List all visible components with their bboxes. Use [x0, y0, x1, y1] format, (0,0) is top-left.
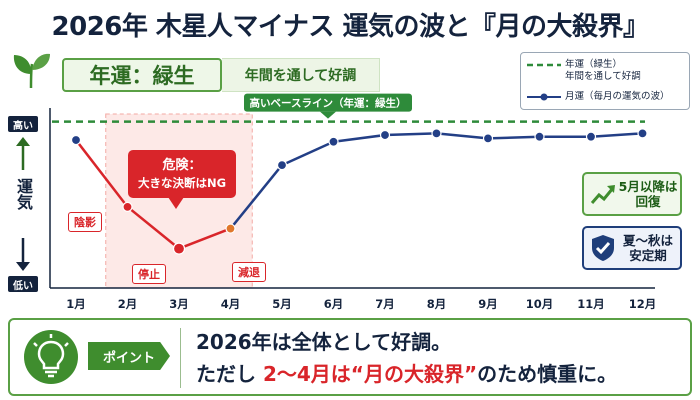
trend-up-icon — [590, 185, 615, 204]
point-label-mar: 停止 — [132, 264, 166, 284]
annual-fortune-badge: 年運：緑生 — [62, 58, 222, 92]
series-segment — [229, 164, 283, 230]
series-segment — [436, 132, 489, 140]
danger-callout: 危険： 大きな決断はNG — [128, 150, 236, 198]
leaf-icon — [13, 53, 50, 89]
legend-item-monthly: 月運（毎月の運気の波） — [527, 91, 670, 103]
data-point — [328, 136, 339, 147]
x-tick-label: 6月 — [324, 297, 344, 311]
danger-callout-pointer — [168, 197, 184, 209]
recovery-card: 5月以降は 回復 — [582, 172, 682, 216]
point-tag: ポイント — [88, 342, 170, 370]
x-tick-label: 3月 — [169, 297, 189, 311]
data-point — [70, 134, 82, 146]
data-point — [122, 201, 133, 212]
legend-label-monthly: 月運（毎月の運気の波） — [565, 91, 670, 102]
lightbulb-icon — [24, 330, 78, 384]
recovery-card-text: 5月以降は 回復 — [618, 179, 678, 209]
summary-line-2: ただし 2〜4月は“月の大殺界”のため慎重に。 — [196, 358, 617, 387]
point-summary-box: ポイント 2026年は全体として好調。 ただし 2〜4月は“月の大殺界”のため慎… — [8, 318, 692, 396]
data-point — [585, 131, 597, 142]
x-tick-label: 7月 — [375, 297, 395, 311]
x-tick-label: 8月 — [427, 297, 447, 311]
point-label-apr: 減退 — [232, 262, 266, 282]
divider — [180, 328, 181, 388]
point-label-feb: 陰影 — [68, 212, 102, 232]
x-tick-label: 11月 — [577, 297, 605, 311]
chart-legend: 年運（緑生） 年間を通して好調 月運（毎月の運気の波） — [520, 52, 690, 110]
data-point — [172, 242, 186, 255]
data-point — [637, 128, 648, 139]
series-segment — [126, 205, 180, 250]
baseline-label: 高いベースライン（年運：緑生） — [250, 97, 407, 110]
summary-prefix: ただし — [196, 362, 256, 386]
danger-callout-text: 大きな決断はNG — [137, 176, 227, 190]
x-tick-label: 2月 — [118, 297, 138, 311]
stable-period-card: 夏〜秋は 安定期 — [582, 226, 682, 270]
legend-item-annual: 年運（緑生） 年間を通して好調 — [527, 59, 641, 83]
dashed-line-swatch — [527, 63, 561, 67]
shield-check-icon — [592, 235, 614, 261]
data-point — [276, 160, 288, 171]
page-title: 2026年 木星人マイナス 運気の波と『月の大殺界』 — [51, 12, 649, 42]
data-point — [534, 131, 545, 142]
series-segment — [384, 132, 437, 137]
yaxis-low-label: 低い — [8, 276, 38, 292]
data-point — [225, 223, 236, 234]
x-tick-label: 4月 — [221, 297, 241, 311]
up-arrow-icon — [16, 137, 30, 170]
x-tick-label: 1月 — [66, 297, 86, 311]
x-tick-label: 9月 — [478, 297, 498, 311]
x-tick-label: 12月 — [629, 297, 657, 311]
legend-label-annual: 年運（緑生） 年間を通して好調 — [565, 59, 641, 82]
series-segment — [487, 135, 540, 140]
series-segment — [333, 133, 386, 143]
marker-line-swatch — [527, 93, 561, 101]
summary-suffix: のため慎重に。 — [477, 362, 618, 386]
series-segment — [590, 132, 643, 138]
baseline-label-bg — [244, 93, 412, 112]
danger-callout-title: 危険： — [162, 158, 202, 173]
data-point — [482, 133, 494, 144]
stable-period-card-text: 夏〜秋は 安定期 — [622, 233, 673, 263]
summary-highlight: 2〜4月は“月の大殺界” — [262, 362, 478, 386]
baseline-label-pointer — [320, 111, 336, 119]
series-segment — [281, 140, 335, 167]
x-tick-label: 10月 — [526, 297, 554, 311]
data-point — [431, 128, 442, 139]
summary-line-1: 2026年は全体として好調。 — [196, 330, 452, 354]
x-tick-label: 5月 — [272, 297, 292, 311]
data-point — [379, 129, 391, 141]
down-arrow-icon — [16, 238, 30, 271]
annual-fortune-description: 年間を通して好調 — [222, 58, 380, 92]
yaxis-label: 運気 — [14, 178, 33, 210]
yaxis-high-label: 高い — [8, 116, 38, 132]
series-segment — [75, 139, 129, 208]
series-segment — [178, 227, 231, 250]
